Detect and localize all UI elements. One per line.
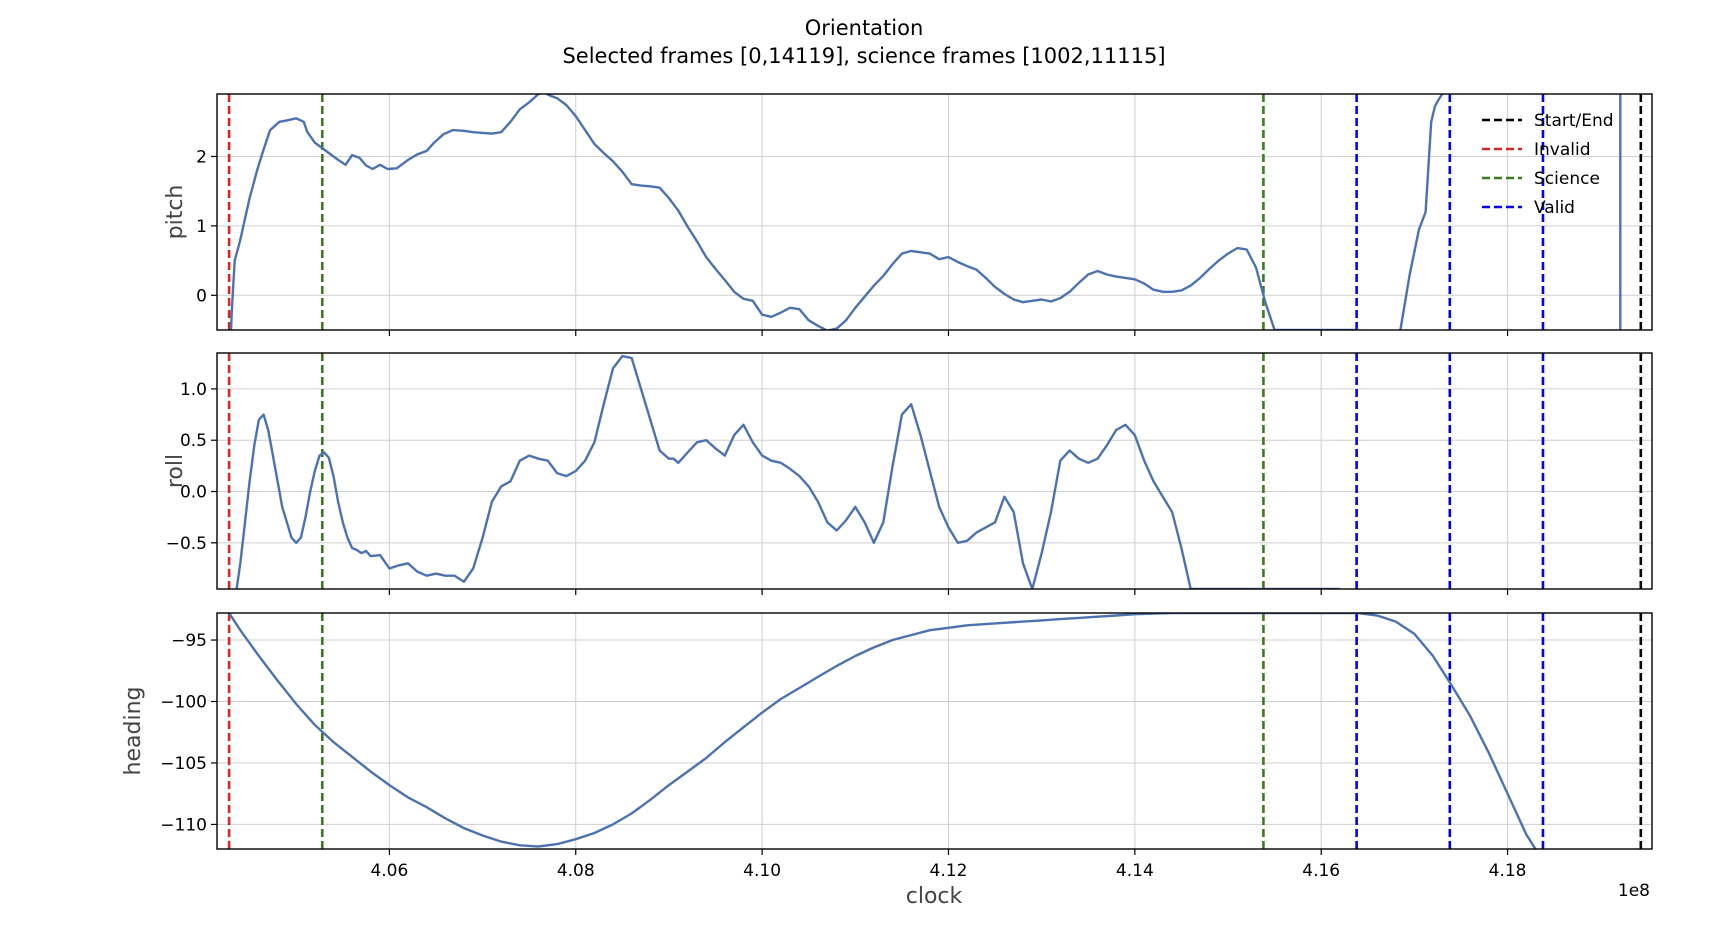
vlines-heading — [227, 613, 1643, 849]
series-heading — [228, 613, 1537, 849]
panels-group: 0 1 2 pitch −0.5 0.0 0.5 1.0 roll −110 −105 −100 −95… — [121, 93, 1653, 881]
x-tick-label: 4.10 — [743, 861, 781, 881]
legend-entry: Start/End — [1534, 111, 1614, 131]
series-pitch — [229, 94, 1622, 330]
y-tick-label: 0 — [196, 286, 207, 306]
x-tick-label: 4.12 — [930, 861, 968, 881]
y-tick-label: 2 — [196, 147, 207, 167]
x-tick-label: 4.14 — [1116, 861, 1154, 881]
heading-line-0 — [228, 613, 1537, 849]
panel-frame — [216, 612, 1653, 850]
y-axis-label-roll: roll — [163, 454, 188, 488]
y-tick-label: 1 — [196, 217, 207, 237]
x-axis-label: clock — [906, 884, 963, 909]
y-axis-label-pitch: pitch — [163, 185, 188, 240]
y-tick-label: −100 — [160, 693, 207, 713]
x-offset-label: 1e8 — [1618, 881, 1650, 901]
legend-entry: Science — [1534, 169, 1600, 189]
legend: Start/End Invalid Science Valid — [1482, 111, 1614, 218]
pitch-line-0 — [229, 94, 1359, 330]
y-tick-label: −0.5 — [166, 534, 207, 554]
series-roll — [235, 354, 1340, 589]
panel-heading: −110 −105 −100 −95 4.06 4.08 4.10 4.12 4.14 4.16 4… — [121, 612, 1653, 881]
x-tick-label: 4.18 — [1489, 861, 1527, 881]
y-tick-label: −110 — [160, 815, 207, 835]
y-tick-label: 0.5 — [180, 431, 207, 451]
y-tick-label: −95 — [171, 631, 207, 651]
chart-title: Orientation — [805, 16, 924, 40]
x-tick-label: 4.16 — [1302, 861, 1340, 881]
legend-entry: Invalid — [1534, 140, 1591, 160]
panel-roll: −0.5 0.0 0.5 1.0 roll — [163, 352, 1653, 595]
y-tick-label: 0.0 — [180, 483, 207, 503]
panel-frame — [216, 93, 1653, 331]
vlines-roll — [227, 353, 1643, 589]
y-tick-label: 1.0 — [180, 380, 207, 400]
pitch-line-1 — [1399, 94, 1444, 330]
x-tick-label: 4.08 — [557, 861, 595, 881]
vlines-pitch — [227, 94, 1643, 330]
x-tick-label: 4.06 — [370, 861, 408, 881]
panel-pitch: 0 1 2 pitch — [163, 93, 1653, 336]
chart-subtitle: Selected frames [0,14119], science frame… — [562, 44, 1165, 68]
legend-entry: Valid — [1534, 198, 1575, 218]
panel-frame — [216, 352, 1653, 590]
roll-line-0 — [235, 354, 1340, 589]
y-axis-label-heading: heading — [121, 687, 146, 776]
y-tick-label: −105 — [160, 754, 207, 774]
